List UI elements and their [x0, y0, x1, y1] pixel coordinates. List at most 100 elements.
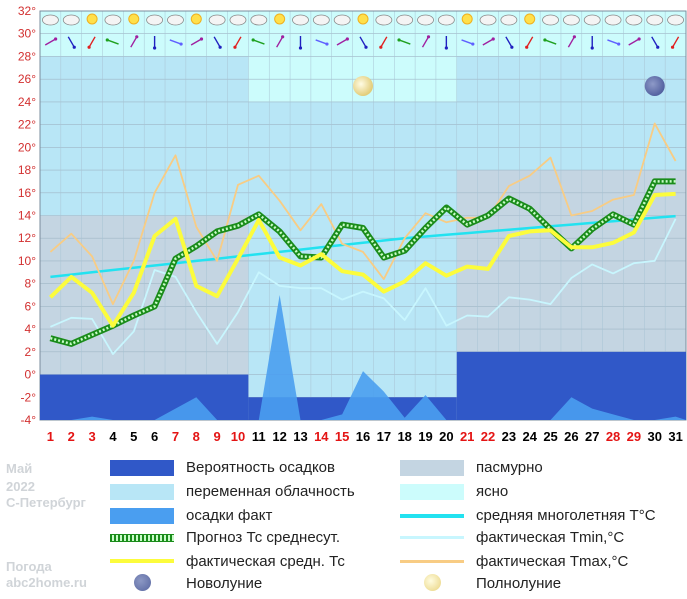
weather-icon-row	[42, 13, 684, 50]
wind-arrow-head-icon	[670, 45, 675, 49]
moon-markers	[353, 75, 665, 96]
y-tick-label: 30°	[18, 27, 36, 41]
wind-arrow-head-icon	[345, 37, 349, 41]
legend-swatch-clear	[400, 484, 464, 500]
legend-label-precip-fact: осадки факт	[186, 507, 273, 524]
legend-fullmoon-icon	[424, 574, 441, 591]
wind-arrow-head-icon	[525, 45, 529, 49]
cloud-icon	[333, 14, 351, 26]
wind-arrow-icon	[398, 39, 411, 45]
x-tick-label: 9	[214, 429, 221, 444]
legend-swatch-partly	[110, 484, 174, 500]
wind-arrow-head-icon	[153, 46, 157, 50]
wind-arrow-head-icon	[397, 38, 401, 42]
x-tick-label: 14	[314, 429, 329, 444]
legend-swatch-precip-fact	[110, 508, 174, 524]
legend-swatch-precip-prob	[110, 460, 174, 476]
wind-arrow-icon	[505, 36, 513, 48]
x-tick-label: 17	[377, 429, 391, 444]
x-tick-label: 12	[272, 429, 286, 444]
y-tick-label: -4°	[21, 413, 37, 427]
legend-swatch-tmin	[400, 536, 464, 539]
cloud-icon	[646, 14, 664, 26]
cloud-icon	[667, 14, 684, 26]
precip-fact-area	[40, 295, 686, 420]
wind-arrow-icon	[526, 36, 534, 48]
wind-arrow-head-icon	[325, 42, 329, 46]
y-tick-label: 18°	[18, 163, 36, 177]
cloud-icon	[479, 14, 497, 26]
y-tick-label: 2°	[25, 345, 37, 359]
side-year: 2022	[6, 479, 35, 494]
wind-arrow-head-icon	[105, 38, 109, 42]
wind-arrow-head-icon	[491, 37, 495, 41]
series-tavg-line	[49, 191, 676, 328]
wind-arrow-head-icon	[54, 37, 58, 41]
x-tick-label: 13	[293, 429, 307, 444]
wind-arrow-icon	[359, 36, 367, 48]
sun-icon	[461, 13, 473, 25]
y-tick-label: 26°	[18, 72, 36, 86]
cloud-icon	[375, 14, 393, 26]
x-tick-label: 28	[606, 429, 620, 444]
wind-arrow-head-icon	[510, 45, 514, 49]
new-moon-icon	[644, 75, 665, 96]
x-tick-label: 16	[356, 429, 370, 444]
cloud-icon	[104, 14, 122, 26]
wind-arrow-icon	[315, 39, 328, 45]
x-tick-label: 2	[68, 429, 75, 444]
cloud-icon	[500, 14, 518, 26]
cloud-icon	[437, 14, 455, 26]
cloud-icon	[396, 14, 414, 26]
x-tick-label: 26	[564, 429, 578, 444]
y-tick-label: 4°	[25, 322, 37, 336]
wind-arrow-icon	[482, 38, 494, 46]
sun-icon	[128, 13, 140, 25]
cloud-icon	[62, 14, 80, 26]
x-tick-label: 27	[585, 429, 599, 444]
cloud-icon	[229, 14, 247, 26]
wind-arrow-icon	[336, 38, 348, 46]
wind-arrow-icon	[671, 36, 680, 48]
x-tick-label: 25	[543, 429, 557, 444]
cloud-icon	[42, 14, 59, 26]
legend-label-forecast: Прогноз Тс среднесут.	[186, 529, 341, 546]
x-tick-label: 20	[439, 429, 453, 444]
sun-icon	[190, 13, 202, 25]
legend-label-tavg: фактическая средн. Тс	[186, 553, 345, 570]
x-tick-label: 10	[231, 429, 245, 444]
legend-newmoon-icon	[134, 574, 151, 591]
wind-arrow-head-icon	[590, 46, 594, 50]
wind-arrow-icon	[252, 39, 265, 45]
cloud-icon	[312, 14, 330, 26]
wind-arrow-head-icon	[251, 38, 255, 42]
cloud-icon	[625, 14, 643, 26]
wind-arrow-head-icon	[444, 46, 448, 50]
x-tick-label: 5	[130, 429, 137, 444]
legend-swatch-normal	[400, 514, 464, 518]
wind-arrow-head-icon	[426, 35, 431, 39]
precip-probability-bars	[40, 351, 686, 420]
wind-arrow-head-icon	[218, 45, 222, 49]
series-normal-line	[50, 214, 676, 279]
x-tick-label: 1	[47, 429, 54, 444]
wind-arrow-icon	[67, 36, 75, 48]
wind-arrow-icon	[107, 39, 119, 45]
x-tick-label: 22	[481, 429, 495, 444]
wind-arrow-head-icon	[471, 42, 475, 46]
y-tick-label: 22°	[18, 118, 36, 132]
wind-arrow-icon	[380, 36, 388, 48]
wind-arrow-icon	[628, 38, 640, 46]
wind-arrow-icon	[169, 39, 182, 45]
y-axis: -4° -2° 0° 2° 4° 6° 8° 10° 12° 14° 16° 18° 20° 22° 24°…	[18, 4, 36, 427]
wind-arrow-head-icon	[179, 42, 183, 46]
legend-swatch-tavg	[110, 559, 174, 563]
wind-arrow-head-icon	[135, 35, 139, 39]
y-tick-label: 6°	[25, 299, 37, 313]
side-month: Май	[6, 461, 33, 476]
wind-arrow-head-icon	[364, 45, 368, 49]
weather-chart: -4° -2° 0° 2° 4° 6° 8° 10° 12° 14° 16° 18° 20° 22° 24°…	[18, 4, 687, 444]
y-tick-label: 16°	[18, 186, 36, 200]
x-tick-label: 6	[151, 429, 158, 444]
cloud-icon	[562, 14, 580, 26]
